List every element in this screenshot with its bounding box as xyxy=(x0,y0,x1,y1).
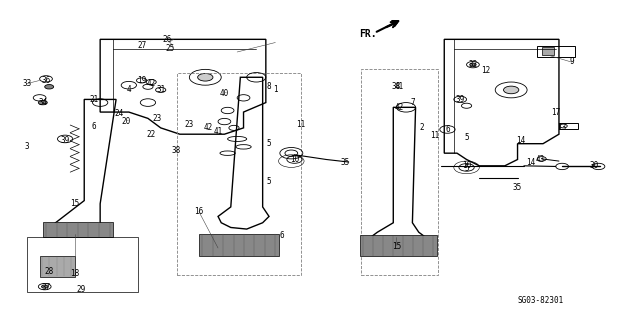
Text: 22: 22 xyxy=(147,130,156,139)
Circle shape xyxy=(470,63,476,66)
Text: 1: 1 xyxy=(273,85,278,94)
Text: 4: 4 xyxy=(127,85,131,94)
Text: 15: 15 xyxy=(392,242,401,251)
Text: 11: 11 xyxy=(296,120,305,129)
Text: 42: 42 xyxy=(147,79,156,88)
Text: 12: 12 xyxy=(481,66,490,76)
Text: 14: 14 xyxy=(516,136,525,145)
Text: 30: 30 xyxy=(589,161,598,170)
Text: 9: 9 xyxy=(570,57,574,66)
Text: 2: 2 xyxy=(420,123,424,132)
Bar xyxy=(40,256,75,277)
Text: 41: 41 xyxy=(395,82,404,91)
Bar xyxy=(559,122,578,130)
Circle shape xyxy=(38,100,47,105)
Text: 39: 39 xyxy=(61,136,70,145)
Text: 42: 42 xyxy=(204,123,213,132)
Text: 35: 35 xyxy=(341,158,350,167)
Text: 6: 6 xyxy=(92,122,96,131)
Bar xyxy=(360,235,436,256)
Text: 27: 27 xyxy=(137,41,146,50)
Text: 21: 21 xyxy=(89,95,99,104)
Circle shape xyxy=(198,73,213,81)
Text: 19: 19 xyxy=(137,76,146,85)
Text: 23: 23 xyxy=(185,120,194,129)
Text: 16: 16 xyxy=(195,207,204,216)
Text: 13: 13 xyxy=(557,123,567,132)
Text: 38: 38 xyxy=(392,82,401,91)
Text: 15: 15 xyxy=(70,199,79,208)
Text: 36: 36 xyxy=(42,76,51,85)
Text: 41: 41 xyxy=(213,127,223,136)
Text: 33: 33 xyxy=(22,79,31,88)
Text: 5: 5 xyxy=(464,165,469,174)
Text: 14: 14 xyxy=(525,158,535,167)
Text: SG03-82301: SG03-82301 xyxy=(518,296,564,305)
Bar xyxy=(27,237,138,292)
Text: 34: 34 xyxy=(38,98,47,107)
Text: 18: 18 xyxy=(70,269,79,278)
Bar xyxy=(541,47,554,55)
Bar xyxy=(177,72,301,275)
Text: 42: 42 xyxy=(395,103,404,112)
Text: 28: 28 xyxy=(45,267,54,276)
Text: 10: 10 xyxy=(462,161,471,170)
Text: 6: 6 xyxy=(280,231,284,240)
Text: 40: 40 xyxy=(220,89,229,98)
Text: 32: 32 xyxy=(468,60,477,69)
Text: 5: 5 xyxy=(267,177,271,186)
Text: 24: 24 xyxy=(115,109,124,118)
Text: 5: 5 xyxy=(464,133,469,142)
Bar xyxy=(199,234,278,256)
Text: 6: 6 xyxy=(445,125,450,134)
Text: 26: 26 xyxy=(163,35,172,44)
Text: 39: 39 xyxy=(456,95,465,104)
Bar xyxy=(362,69,438,275)
Text: 23: 23 xyxy=(153,114,162,123)
Text: 7: 7 xyxy=(410,98,415,107)
Bar xyxy=(537,46,575,57)
Circle shape xyxy=(42,285,48,288)
Circle shape xyxy=(45,85,54,89)
Text: 17: 17 xyxy=(551,108,561,116)
Text: 35: 35 xyxy=(513,183,522,192)
Text: FR.: FR. xyxy=(359,29,376,39)
Text: 10: 10 xyxy=(290,155,299,164)
Bar xyxy=(43,222,113,237)
Text: 8: 8 xyxy=(267,82,271,91)
Text: 3: 3 xyxy=(24,142,29,151)
Text: 25: 25 xyxy=(166,44,175,53)
Text: 11: 11 xyxy=(430,131,439,140)
Text: 5: 5 xyxy=(267,139,271,148)
Text: 43: 43 xyxy=(535,155,545,164)
Text: 31: 31 xyxy=(156,85,165,94)
Text: 37: 37 xyxy=(42,283,51,292)
Text: 20: 20 xyxy=(121,117,131,126)
Circle shape xyxy=(504,86,519,94)
Text: 38: 38 xyxy=(172,145,181,154)
Text: 29: 29 xyxy=(76,285,86,294)
